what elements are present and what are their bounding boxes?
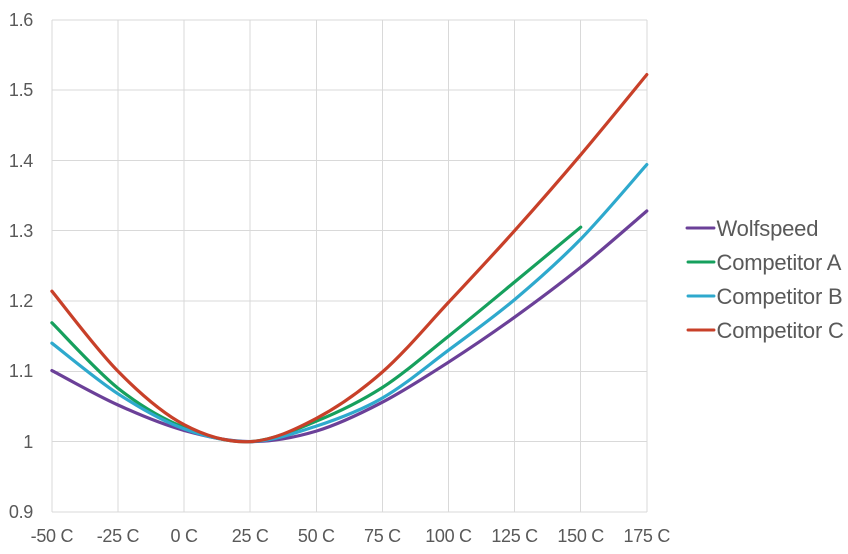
svg-text:1.1: 1.1 [9,361,33,381]
svg-text:125 C: 125 C [491,526,538,546]
svg-text:100 C: 100 C [425,526,472,546]
svg-text:Competitor A: Competitor A [717,250,842,275]
svg-text:1: 1 [23,432,33,452]
svg-text:1.2: 1.2 [9,291,33,311]
svg-text:1.5: 1.5 [9,80,33,100]
svg-text:0.9: 0.9 [9,502,33,522]
svg-text:1.6: 1.6 [9,10,33,30]
svg-text:-25 C: -25 C [97,526,140,546]
svg-text:175 C: 175 C [624,526,671,546]
svg-text:Wolfspeed: Wolfspeed [717,216,819,241]
svg-text:Competitor B: Competitor B [717,284,843,309]
svg-text:0 C: 0 C [171,526,198,546]
svg-text:1.3: 1.3 [9,221,33,241]
svg-text:50 C: 50 C [298,526,335,546]
svg-text:1.4: 1.4 [9,151,33,171]
svg-text:150 C: 150 C [557,526,604,546]
svg-text:25 C: 25 C [232,526,269,546]
svg-text:75 C: 75 C [364,526,401,546]
svg-text:-50 C: -50 C [31,526,74,546]
svg-text:Competitor C: Competitor C [717,318,845,343]
